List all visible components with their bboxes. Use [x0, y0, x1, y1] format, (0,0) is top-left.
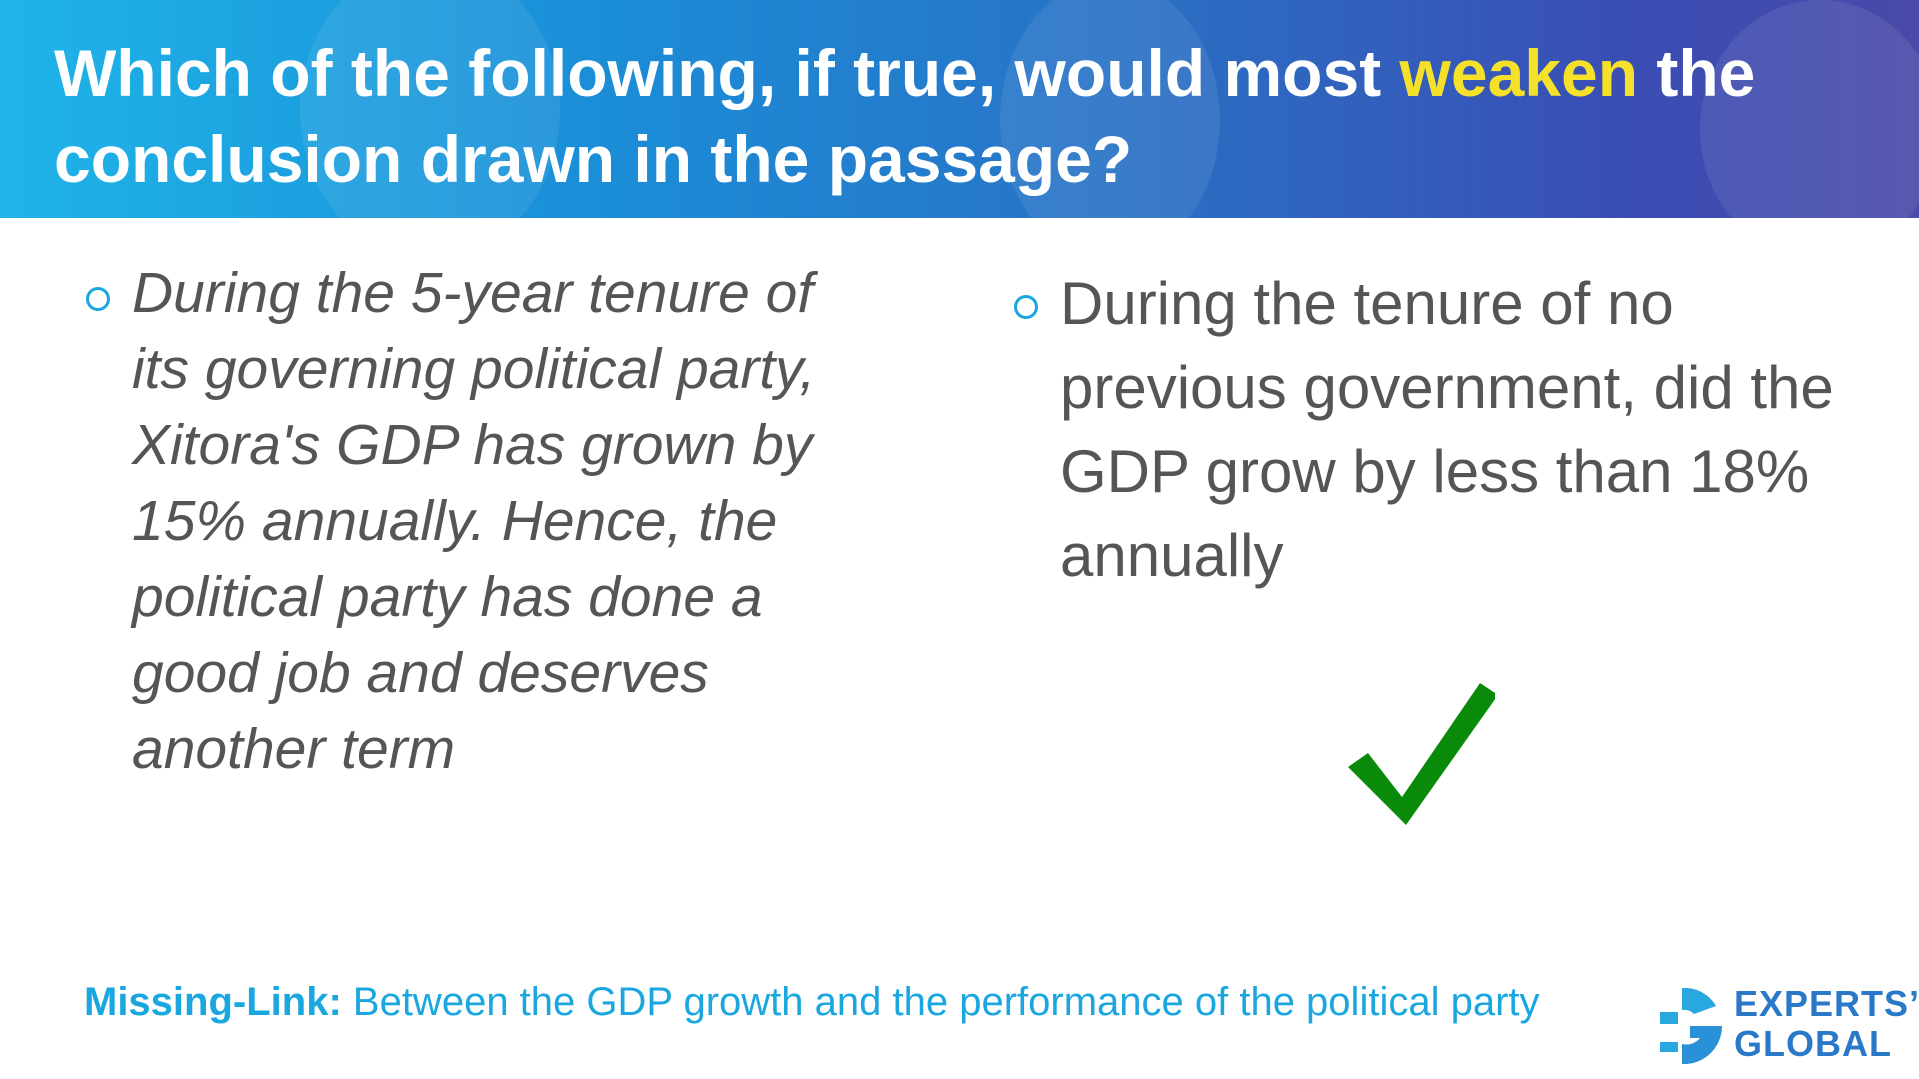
question-part: Which of the following, if true, would m…: [54, 36, 1400, 110]
background-photo-decoration: [1700, 0, 1919, 218]
checkmark-shape: [1348, 683, 1495, 825]
logo-text: EXPERTS’ GLOBAL: [1734, 984, 1919, 1064]
option-a-bullet[interactable]: [86, 287, 110, 311]
option-a-text[interactable]: During the 5-year tenure of its governin…: [132, 261, 816, 781]
question-text: Which of the following, if true, would m…: [54, 30, 1894, 202]
background-photo-decoration: [300, 0, 560, 218]
question-part: the conclusion drawn in the passage?: [54, 36, 1756, 196]
option-b-text[interactable]: During the tenure of no previous governm…: [1060, 270, 1834, 589]
question-highlight: weaken: [1399, 36, 1639, 110]
missing-link-label: Missing-Link:: [84, 980, 342, 1024]
logo-line1: EXPERTS’: [1734, 983, 1919, 1024]
logo-g-icon: [1660, 987, 1722, 1065]
question-header: Which of the following, if true, would m…: [0, 0, 1919, 218]
logo-line2: GLOBAL: [1734, 1023, 1892, 1064]
option-b-bullet[interactable]: [1014, 295, 1038, 319]
checkmark-icon: [1348, 683, 1495, 825]
missing-link-note: Missing-Link: Between the GDP growth and…: [84, 980, 1540, 1025]
experts-global-logo: EXPERTS’ GLOBAL: [1656, 984, 1919, 1066]
background-photo-decoration: [1000, 0, 1220, 218]
missing-link-text: Between the GDP growth and the performan…: [341, 980, 1540, 1024]
